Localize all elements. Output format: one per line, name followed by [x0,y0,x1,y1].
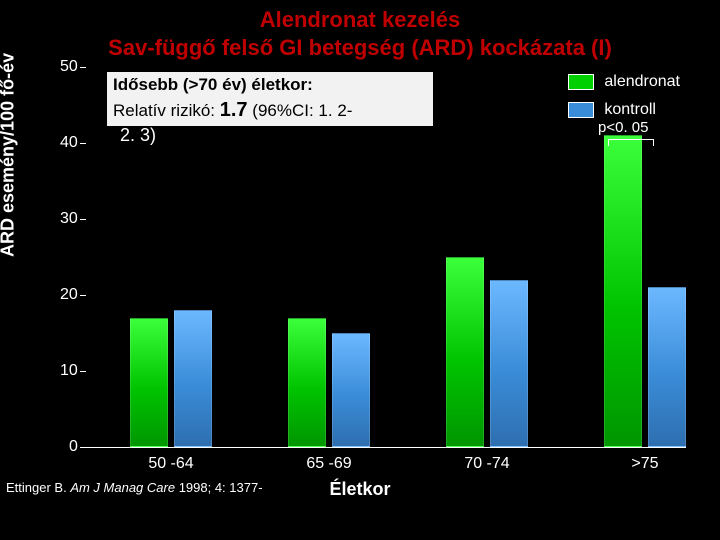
legend-swatch-alendronat [568,74,594,90]
bar-alendronat [130,318,168,447]
ytick-label: 50 [60,58,110,76]
x-category-label: 70 -74 [464,455,509,473]
x-category-label: >75 [631,455,658,473]
citation-rest: 1998; 4: 1377- [179,480,263,495]
legend-label-kontroll: kontroll [604,101,656,119]
x-category-label: 50 -64 [148,455,193,473]
citation-journal: Am J Manag Care [70,480,178,495]
citation: Ettinger B. Am J Manag Care 1998; 4: 137… [6,480,263,495]
ytick-label: 0 [69,438,110,456]
bar-kontroll [648,287,686,447]
bar-kontroll [174,310,212,447]
citation-author: Ettinger B. [6,480,70,495]
p-value-bracket [608,139,654,146]
title-line-2: Sav-függő felső GI betegség (ARD) kockáz… [0,34,720,62]
x-axis-label: Életkor [329,479,390,500]
ytick-label: 10 [60,362,110,380]
bar-alendronat [288,318,326,447]
y-axis-label: ARD esemény/100 fő-év [0,53,19,257]
info-spill: 2. 3) [120,125,156,146]
legend-swatch-kontroll [568,102,594,118]
bar-alendronat [604,135,642,447]
p-value-label: p<0. 05 [598,119,648,136]
chart-region: ARD esemény/100 fő-év alendronat kontrol… [0,67,720,497]
x-category-label: 65 -69 [306,455,351,473]
bar-alendronat [446,257,484,447]
legend-item-alendronat: alendronat [568,73,680,91]
ytick-label: 30 [60,210,110,228]
ytick-label: 40 [60,134,110,152]
slide-title: Alendronat kezelés Sav-függő felső GI be… [0,0,720,61]
title-line-1: Alendronat kezelés [0,6,720,34]
legend-item-kontroll: kontroll [568,101,680,119]
bar-kontroll [490,280,528,447]
bar-kontroll [332,333,370,447]
legend-label-alendronat: alendronat [604,73,680,91]
ytick-label: 20 [60,286,110,304]
